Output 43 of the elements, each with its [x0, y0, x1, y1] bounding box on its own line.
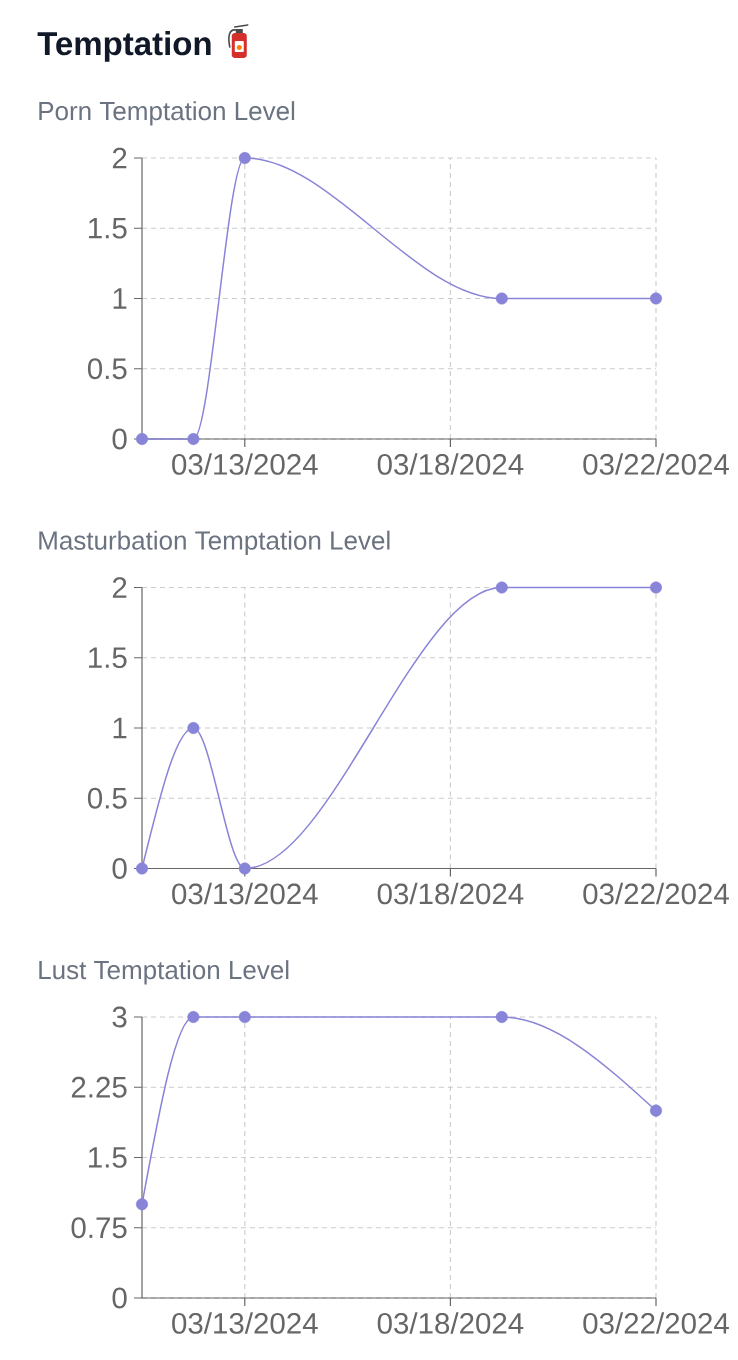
y-tick-label: 0.75: [71, 1217, 127, 1239]
y-tick-label: 2: [112, 147, 127, 169]
x-tick-label: 03/13/2024: [172, 882, 318, 905]
y-tick-label: 2.25: [71, 1076, 127, 1098]
point: [136, 1198, 148, 1211]
point: [238, 152, 251, 165]
point: [495, 292, 508, 305]
point: [136, 433, 148, 446]
point: [650, 581, 662, 594]
y-tick-label: 1.5: [89, 217, 127, 239]
x-tick-label: 03/18/2024: [377, 882, 524, 905]
y-tick-label: 0: [112, 1287, 127, 1309]
chart-title: Lust Temptation Level: [39, 960, 289, 985]
y-tick-label: 0.5: [87, 787, 127, 809]
y-tick-label: 0: [112, 858, 127, 879]
point: [187, 433, 200, 446]
point: [187, 1011, 200, 1024]
x-tick-label: 03/13/2024: [172, 453, 318, 475]
y-tick-label: 1: [113, 288, 127, 309]
x-tick-label: 03/22/2024: [583, 453, 729, 475]
y-tick-label: 3: [112, 1006, 127, 1028]
point: [238, 862, 251, 875]
y-tick-label: 0: [112, 428, 127, 450]
point: [495, 581, 508, 594]
chart-title: Temptation: [37, 31, 211, 62]
y-tick-label: 1: [113, 717, 127, 739]
x-tick-label: 03/18/2024: [377, 453, 524, 475]
point: [650, 1104, 662, 1117]
y-tick-label: 1.5: [89, 647, 127, 669]
y-tick-label: 0.5: [87, 358, 127, 380]
y-tick-label: 1.5: [89, 1147, 127, 1168]
point: [136, 862, 148, 875]
point: [650, 292, 662, 305]
y-tick-label: 2: [112, 577, 127, 598]
x-tick-label: 03/22/2024: [583, 1312, 729, 1334]
chart-subtitle: Porn Temptation Level: [39, 101, 295, 126]
point: [495, 1011, 508, 1024]
x-tick-label: 03/22/2024: [583, 882, 729, 905]
point: [238, 1011, 251, 1024]
point: [187, 722, 200, 735]
x-tick-label: 03/18/2024: [377, 1312, 524, 1334]
chart-title: Masturbation Temptation Level: [39, 530, 390, 555]
x-tick-label: 03/13/2024: [172, 1312, 318, 1334]
